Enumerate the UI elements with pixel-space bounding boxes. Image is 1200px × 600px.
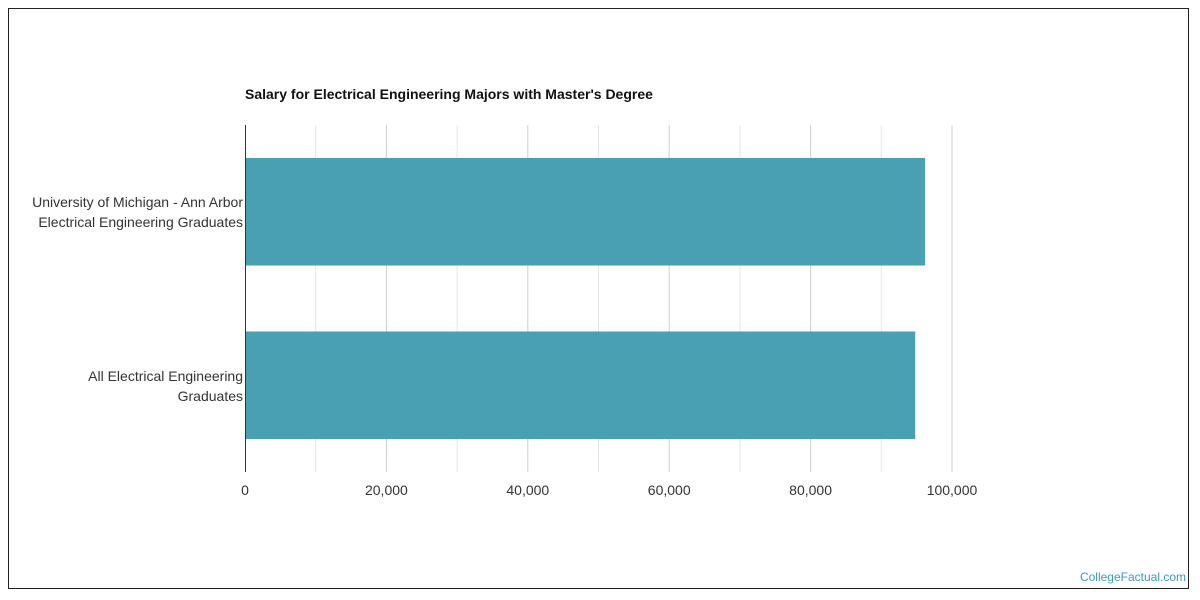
category-label-1-line-1: All Electrical Engineering xyxy=(88,368,243,384)
x-tick-label-1: 20,000 xyxy=(365,482,408,498)
chart-frame xyxy=(8,8,1189,589)
category-label-0: University of Michigan - Ann Arbor Elect… xyxy=(3,192,243,232)
bar-1[interactable] xyxy=(245,331,916,440)
x-tick-label-3: 60,000 xyxy=(648,482,691,498)
watermark-link[interactable]: CollegeFactual.com xyxy=(1079,570,1186,584)
x-tick-label-4: 80,000 xyxy=(789,482,832,498)
category-label-0-line-2: Electrical Engineering Graduates xyxy=(38,214,243,230)
category-label-1: All Electrical Engineering Graduates xyxy=(3,366,243,406)
x-tick-label-0: 0 xyxy=(241,482,249,498)
category-label-0-line-1: University of Michigan - Ann Arbor xyxy=(32,194,243,210)
category-label-1-line-2: Graduates xyxy=(177,388,243,404)
x-tick-label-5: 100,000 xyxy=(927,482,978,498)
x-tick-label-2: 40,000 xyxy=(506,482,549,498)
chart-title: Salary for Electrical Engineering Majors… xyxy=(245,86,653,102)
bar-0[interactable] xyxy=(245,157,926,266)
